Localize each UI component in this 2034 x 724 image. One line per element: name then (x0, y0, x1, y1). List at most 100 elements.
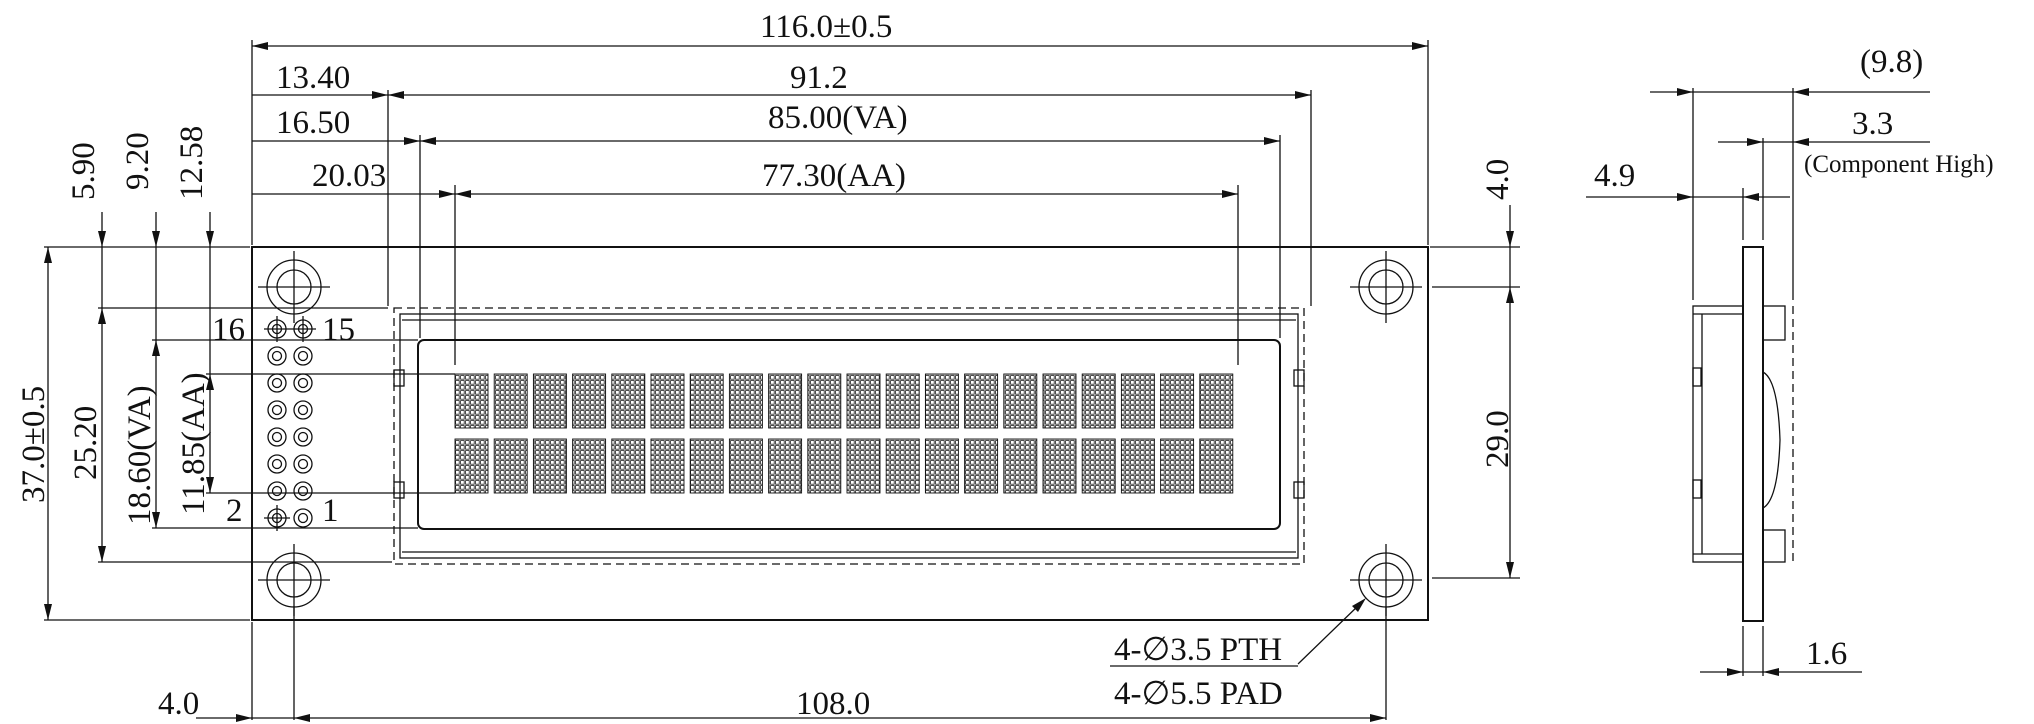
character-cell (807, 438, 842, 494)
hole-note: 4-∅3.5 PTH 4-∅5.5 PAD (1110, 598, 1366, 712)
character-cell (650, 438, 685, 494)
character-cell (1003, 438, 1038, 494)
connector-pin (267, 373, 287, 393)
pin-16-label: 16 (212, 312, 245, 348)
character-cell (611, 373, 646, 429)
side-bezel (1692, 305, 1744, 563)
character-cell (1081, 438, 1116, 494)
connector-pin (264, 316, 290, 342)
connector-pin (293, 400, 313, 420)
dim-active-area-height: 11.85(AA) (176, 372, 212, 515)
connector-pin (267, 454, 287, 474)
character-cell (1199, 373, 1234, 429)
dim-viewing-area-width: 85.00(VA) (768, 100, 908, 136)
character-cell (768, 438, 803, 494)
viewing-area (417, 339, 1281, 530)
left-dimensions: 37.0±0.5 5.90 25.20 9.20 18.60(VA) 12.58… (16, 126, 455, 621)
character-cell (846, 438, 881, 494)
dim-top-edge: 4.0 (1480, 159, 1516, 200)
character-cell (532, 373, 567, 429)
dim-91-2: 91.2 (790, 60, 848, 96)
component-height-note: (Component High) (1804, 151, 1994, 178)
connector-pin (267, 481, 287, 501)
dim-hole-pitch: 108.0 (796, 686, 870, 722)
character-cell (1081, 373, 1116, 429)
connector-pin (293, 508, 313, 528)
dim-9-20: 9.20 (120, 132, 156, 190)
character-cell (885, 438, 920, 494)
character-cell (1160, 373, 1195, 429)
connector-pin (267, 346, 287, 366)
character-cell (964, 438, 999, 494)
dim-12-58: 12.58 (174, 126, 210, 200)
pcb-outline (251, 246, 1429, 621)
connector-pin (264, 505, 290, 531)
character-cell (807, 373, 842, 429)
character-cell (493, 438, 528, 494)
dim-left-edge: 4.0 (158, 686, 199, 722)
character-cell (650, 373, 685, 429)
top-dimensions: 116.0±0.5 13.40 91.2 16.50 85.00(VA) 20.… (251, 9, 1429, 365)
connector-pin (290, 316, 316, 342)
pin-1-label: 1 (322, 493, 339, 529)
connector-pins (264, 316, 316, 531)
side-pcb (1742, 246, 1764, 622)
connector-pin (293, 454, 313, 474)
dim-component-height: 3.3 (1852, 106, 1893, 142)
character-cell (885, 373, 920, 429)
mounting-hole (258, 544, 330, 616)
front-view: 16 15 2 1 116.0±0.5 13.40 91.2 16.50 85.… (16, 9, 1520, 722)
bezel-outline (393, 307, 1305, 565)
character-cell (572, 438, 607, 494)
character-cell (1042, 438, 1077, 494)
pin-2-label: 2 (226, 493, 243, 529)
dim-pcb-thickness: 1.6 (1806, 636, 1847, 672)
dim-overall-height: 37.0±0.5 (16, 386, 52, 503)
dim-bezel-thickness: 4.9 (1594, 158, 1635, 194)
character-cell (1160, 438, 1195, 494)
character-cell (493, 373, 528, 429)
dim-overall-width: 116.0±0.5 (760, 9, 892, 45)
mounting-holes (258, 251, 1422, 616)
character-cell (768, 373, 803, 429)
dim-5-90: 5.90 (66, 142, 102, 200)
mounting-hole (1350, 544, 1422, 616)
character-cell (689, 373, 724, 429)
character-cell (454, 438, 489, 494)
dim-29-0: 29.0 (1480, 410, 1516, 468)
bottom-dimensions: 4.0 108.0 (158, 606, 1387, 722)
character-cell (1120, 373, 1155, 429)
character-cell (572, 373, 607, 429)
character-matrix (454, 373, 1234, 494)
pad-note: 4-∅5.5 PAD (1114, 676, 1283, 712)
dim-20-03: 20.03 (312, 158, 386, 194)
character-cell (1042, 373, 1077, 429)
character-cell (689, 438, 724, 494)
character-cell (846, 373, 881, 429)
side-view: (9.8) 3.3 (Component High) 4.9 1.6 (1586, 44, 1994, 676)
connector-pin (293, 346, 313, 366)
character-cell (454, 373, 489, 429)
pth-note: 4-∅3.5 PTH (1114, 632, 1282, 668)
connector-pin (267, 400, 287, 420)
character-cell (1120, 438, 1155, 494)
pin-15-label: 15 (322, 312, 355, 348)
dim-25-20: 25.20 (68, 406, 104, 480)
character-cell (728, 373, 763, 429)
dim-13-40: 13.40 (276, 60, 350, 96)
mounting-hole (258, 251, 330, 323)
right-dimensions: 4.0 29.0 (1430, 159, 1520, 579)
connector-pin (293, 481, 313, 501)
dim-total-thickness: (9.8) (1860, 44, 1923, 80)
dim-16-50: 16.50 (276, 105, 350, 141)
character-cell (964, 373, 999, 429)
character-cell (611, 438, 646, 494)
dim-viewing-area-height: 18.60(VA) (122, 385, 158, 525)
dim-active-area-width: 77.30(AA) (762, 158, 906, 194)
character-cell (924, 373, 959, 429)
character-cell (1199, 438, 1234, 494)
character-cell (1003, 373, 1038, 429)
character-cell (532, 438, 567, 494)
connector-pin (267, 427, 287, 447)
